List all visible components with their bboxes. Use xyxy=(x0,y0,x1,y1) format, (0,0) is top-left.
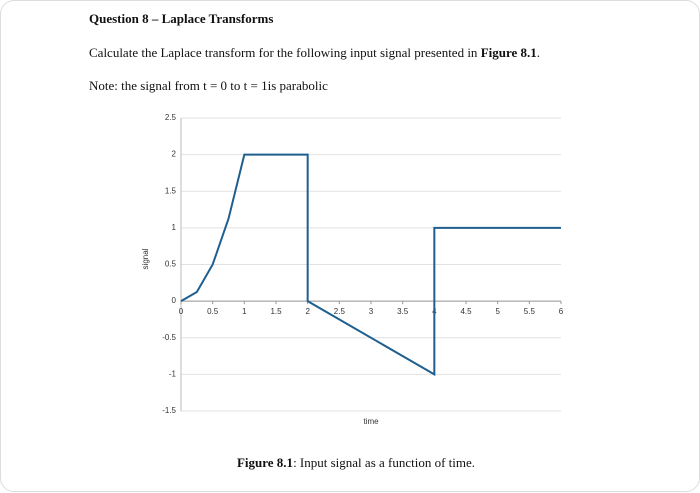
x-tick-label: 2.5 xyxy=(334,307,346,316)
note: Note: the signal from t = 0 to t = 1is p… xyxy=(89,78,328,93)
instruction: Calculate the Laplace transform for the … xyxy=(89,45,540,61)
figure-ref: Figure 8.1 xyxy=(480,45,537,60)
question-title: Question 8 – Laplace Transforms xyxy=(89,11,274,26)
x-tick-label: 1.5 xyxy=(270,307,282,316)
signal-line xyxy=(180,153,561,377)
caption: Figure 8.1: Input signal as a function o… xyxy=(1,455,700,471)
y-tick-label: 0 xyxy=(172,296,177,305)
y-tick-label: 2 xyxy=(172,150,177,159)
y-tick-label: 1 xyxy=(172,223,177,232)
x-tick-label: 4.5 xyxy=(460,307,472,316)
x-tick-label: 3 xyxy=(369,307,374,316)
y-tick-label: -1 xyxy=(169,369,177,378)
caption-text: : Input signal as a function of time. xyxy=(293,455,476,470)
x-tick-label: 2 xyxy=(305,307,310,316)
x-tick-label: 1 xyxy=(242,307,247,316)
y-axis-label: signal xyxy=(141,248,150,269)
x-tick-label: 0.5 xyxy=(207,307,219,316)
instruction-text: Calculate the Laplace transform for the … xyxy=(89,45,481,60)
y-tick-label: -1.5 xyxy=(162,406,176,415)
x-tick-label: 5 xyxy=(495,307,500,316)
caption-label: Figure 8.1 xyxy=(236,455,294,470)
y-tick-label: 0.5 xyxy=(165,260,177,269)
y-tick-label: -0.5 xyxy=(162,333,176,342)
y-tick-label: 2.5 xyxy=(165,113,177,122)
y-tick-label: 1.5 xyxy=(165,186,177,195)
x-tick-label: 6 xyxy=(559,307,564,316)
x-axis-label: time xyxy=(363,417,379,426)
x-tick-label: 0 xyxy=(179,307,184,316)
instruction-end: . xyxy=(536,45,541,60)
x-tick-label: 3.5 xyxy=(397,307,409,316)
x-tick-label: 5.5 xyxy=(524,307,536,316)
